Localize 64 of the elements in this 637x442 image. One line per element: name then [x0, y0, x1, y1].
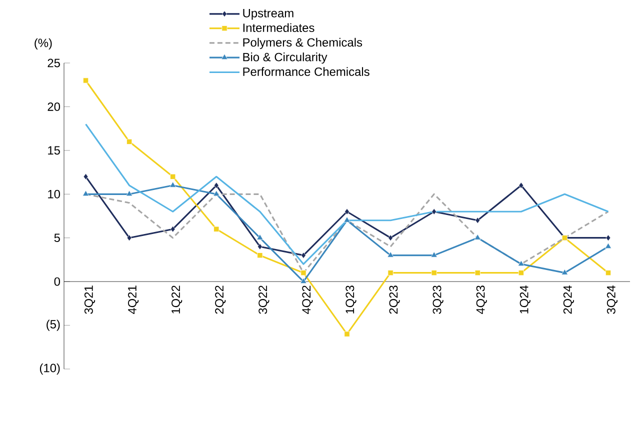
point: [300, 270, 306, 276]
x-tick-label: 3Q23: [432, 286, 444, 314]
x-tick-label: 1Q23: [346, 286, 356, 314]
legend-label: Performance Chemicals: [243, 67, 370, 76]
point: [83, 173, 88, 180]
point: [170, 174, 176, 180]
point: [170, 226, 176, 232]
point: [561, 269, 568, 275]
x-tick-label: 1Q22: [172, 286, 182, 314]
legend-label: Polymers & Chemicals: [243, 38, 362, 50]
x-tick-label: 4Q21: [128, 286, 139, 314]
y-tick-label: 25: [48, 58, 60, 68]
x-tick-label: 2Q24: [563, 285, 574, 314]
point: [606, 234, 611, 242]
legend-label: Upstream: [243, 9, 294, 20]
x-tick-label: 4Q23: [476, 286, 487, 314]
legend-label: Intermediates: [243, 23, 314, 32]
y-axis-title: (%): [34, 38, 52, 50]
x-tick-label: 1Q24: [520, 285, 530, 314]
point: [432, 208, 437, 215]
y-tick-label: 20: [48, 102, 60, 111]
point: [518, 182, 524, 189]
point: [257, 252, 263, 258]
x-tick-label: 3Q24: [606, 285, 618, 314]
point: [301, 252, 306, 259]
point: [214, 226, 220, 232]
x-tick-label: 3Q21: [84, 286, 96, 314]
point: [387, 252, 394, 258]
y-tick-label: (10): [40, 363, 60, 375]
point: [344, 331, 350, 337]
point: [518, 260, 524, 266]
point: [82, 190, 90, 196]
point: [126, 234, 132, 242]
x-tick-label: 2Q22: [215, 286, 226, 314]
point: [126, 190, 133, 196]
point: [256, 234, 264, 240]
y-tick-label: 0: [54, 277, 60, 286]
y-tick-label: 5: [54, 234, 60, 242]
point: [257, 243, 262, 250]
x-tick-label: 2Q23: [389, 286, 400, 314]
point: [300, 278, 307, 284]
legend-label: Bio & Circularity: [243, 52, 328, 64]
y-tick-label: 15: [48, 146, 60, 155]
point: [431, 270, 437, 276]
point: [430, 252, 438, 258]
point: [170, 182, 176, 188]
point: [474, 234, 481, 240]
point: [344, 216, 350, 222]
point: [214, 182, 219, 189]
point: [605, 270, 612, 276]
x-tick-label: 4Q22: [302, 286, 313, 314]
y-tick-label: (5): [46, 320, 60, 331]
point: [344, 208, 350, 215]
point: [604, 242, 612, 249]
x-tick-label: 3Q22: [258, 286, 270, 314]
point: [475, 217, 480, 224]
point: [213, 190, 220, 196]
y-tick-label: 10: [48, 190, 60, 198]
point: [388, 234, 393, 242]
point: [82, 78, 89, 84]
point: [474, 270, 480, 276]
point: [126, 138, 132, 144]
point: [388, 270, 394, 276]
point: [518, 270, 524, 276]
